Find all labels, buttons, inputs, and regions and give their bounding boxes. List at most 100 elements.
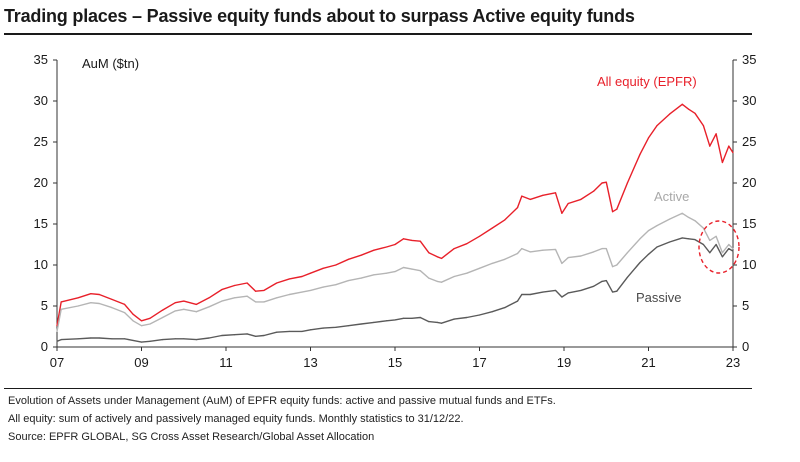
series-point-2 — [276, 331, 278, 333]
series-point-0 — [694, 112, 696, 114]
x-tick-label: 21 — [641, 355, 655, 370]
series-point-0 — [702, 125, 705, 127]
series-point-0 — [428, 252, 430, 254]
x-tick-label: 23 — [726, 355, 740, 370]
chart-title: Trading places – Passive equity funds ab… — [4, 6, 635, 26]
series-point-2 — [246, 333, 248, 335]
source-note: Source: EPFR GLOBAL, SG Cross Asset Rese… — [8, 431, 375, 443]
series-point-1 — [542, 249, 544, 251]
series-point-1 — [111, 307, 113, 309]
series-point-0 — [208, 297, 210, 299]
chart-series — [56, 103, 734, 343]
series-point-1 — [681, 212, 683, 214]
series-point-0 — [542, 194, 544, 196]
x-tick-label: 19 — [557, 355, 571, 370]
series-label-1: Active — [654, 189, 689, 204]
series-point-1 — [440, 281, 443, 283]
series-point-2 — [208, 337, 210, 339]
series-point-0 — [605, 181, 607, 183]
series-point-2 — [702, 243, 705, 246]
series-point-2 — [162, 339, 164, 341]
series-point-0 — [124, 303, 126, 305]
series-point-2 — [428, 320, 430, 323]
series-point-0 — [263, 289, 265, 292]
series-point-0 — [90, 293, 92, 295]
y-tick-label-left: 15 — [34, 216, 48, 231]
series-point-1 — [721, 252, 724, 254]
series-point-2 — [124, 338, 126, 340]
series-point-2 — [149, 340, 151, 342]
series-point-2 — [90, 337, 92, 339]
series-point-2 — [732, 250, 734, 252]
series-point-2 — [561, 296, 563, 298]
x-tick-label: 09 — [134, 355, 148, 370]
series-point-2 — [681, 237, 683, 239]
series-point-2 — [580, 289, 582, 292]
series-point-1 — [694, 220, 696, 222]
series-point-1 — [246, 295, 248, 297]
y-tick-label-right: 30 — [742, 93, 756, 108]
series-point-0 — [360, 254, 362, 256]
series-point-1 — [491, 262, 493, 264]
series-point-1 — [656, 225, 658, 227]
series-point-2 — [656, 246, 658, 248]
series-point-1 — [669, 218, 671, 220]
series-point-0 — [611, 211, 614, 213]
series-point-1 — [428, 277, 430, 279]
series-point-1 — [411, 268, 413, 270]
series-point-1 — [373, 274, 375, 276]
x-tick-label: 15 — [388, 355, 402, 370]
series-point-1 — [529, 251, 531, 253]
series-point-1 — [56, 330, 58, 333]
series-point-0 — [347, 258, 350, 260]
series-point-0 — [529, 198, 531, 200]
series-point-1 — [174, 310, 176, 312]
y-tick-label-right: 5 — [742, 298, 749, 313]
series-point-1 — [162, 316, 164, 319]
crossover-highlight — [698, 220, 740, 274]
series-point-0 — [601, 182, 603, 184]
series-point-2 — [221, 334, 223, 337]
series-point-1 — [626, 252, 628, 254]
series-line-0 — [56, 103, 734, 326]
series-point-2 — [402, 317, 405, 319]
y-axis-label: AuM ($tn) — [82, 56, 139, 71]
y-tick-label-left: 20 — [34, 175, 48, 190]
series-point-1 — [728, 243, 730, 246]
series-point-0 — [561, 212, 563, 214]
series-label-0: All equity (EPFR) — [597, 74, 697, 89]
series-point-0 — [639, 153, 641, 155]
y-tick-label-right: 25 — [742, 134, 756, 149]
series-point-2 — [605, 279, 607, 282]
series-point-1 — [309, 289, 312, 292]
series-point-0 — [402, 238, 405, 240]
series-point-1 — [208, 306, 210, 308]
series-point-2 — [419, 316, 421, 319]
series-point-2 — [263, 334, 265, 337]
series-point-0 — [322, 267, 324, 269]
line-chart: 0 0 5 5 10 10 15 15 20 20 25 25 30 30 35 35 07 09 11 13 15 17… — [34, 52, 757, 370]
series-point-0 — [681, 103, 683, 105]
series-point-0 — [246, 282, 248, 284]
series-point-2 — [478, 314, 481, 316]
series-point-2 — [709, 252, 711, 254]
series-point-2 — [335, 326, 337, 328]
series-point-1 — [263, 301, 265, 303]
series-point-0 — [56, 325, 58, 327]
series-point-1 — [504, 258, 506, 260]
series-point-1 — [402, 266, 405, 269]
series-point-2 — [721, 256, 724, 258]
y-tick-label-right: 0 — [742, 339, 749, 354]
series-point-0 — [732, 152, 734, 154]
series-line-2 — [56, 237, 734, 343]
series-point-1 — [715, 235, 717, 237]
series-point-1 — [335, 284, 337, 286]
series-point-0 — [195, 303, 198, 305]
x-tick-label: 17 — [472, 355, 486, 370]
series-point-1 — [132, 320, 134, 322]
series-point-1 — [276, 297, 278, 299]
series-point-2 — [436, 321, 438, 323]
series-point-2 — [301, 330, 303, 333]
series-point-1 — [611, 266, 614, 268]
series-point-2 — [453, 318, 455, 320]
